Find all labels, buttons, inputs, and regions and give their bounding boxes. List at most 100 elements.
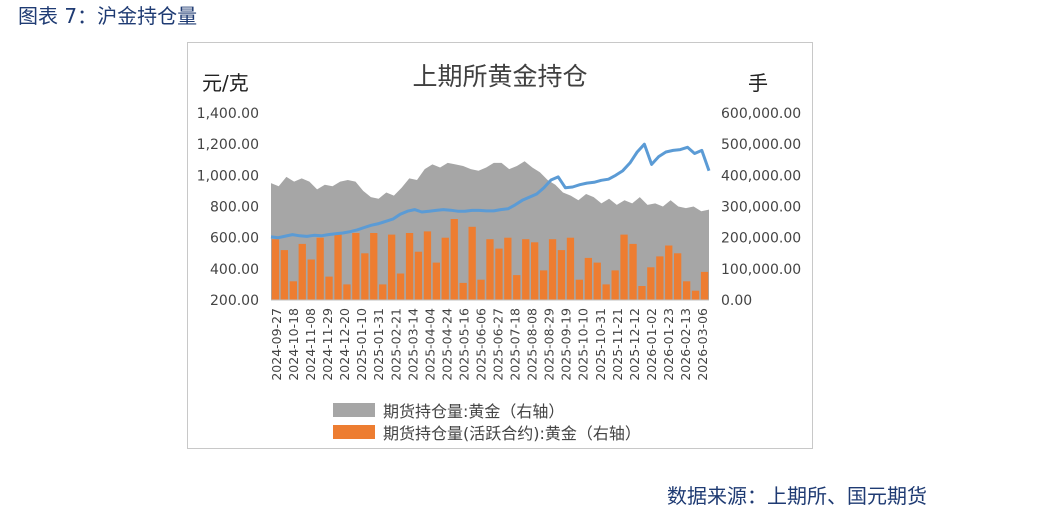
bar-active-contract: [379, 284, 387, 300]
x-axis-tick-label: 2025-11-21: [610, 308, 625, 381]
right-axis-tick-label: 500,000.00: [721, 137, 801, 153]
left-axis-tick-label: 1,200.00: [197, 137, 259, 153]
source-note: 数据来源：上期所、国元期货: [667, 484, 927, 508]
x-axis-tick-label: 2024-09-27: [269, 308, 284, 381]
x-axis-tick-label: 2025-12-12: [627, 308, 642, 381]
bar-active-contract: [298, 243, 306, 300]
x-axis-tick-label: 2025-10-10: [576, 308, 591, 381]
bar-active-contract: [423, 231, 432, 300]
right-axis-tick-label: 100,000.00: [721, 262, 801, 278]
bar-active-contract: [459, 282, 467, 300]
x-axis-tick-label: 2024-11-08: [303, 308, 318, 381]
series-line-price: [270, 142, 711, 240]
bar-active-contract: [468, 226, 476, 300]
bar-active-contract: [522, 239, 530, 300]
legend-swatch-active: [333, 425, 375, 439]
bar-active-contract: [700, 271, 709, 300]
bar-active-contract: [271, 239, 280, 300]
bar-active-contract: [289, 281, 297, 300]
bar-active-contract: [674, 253, 682, 301]
bar-active-contract: [361, 253, 369, 301]
bar-active-contract: [352, 233, 360, 300]
chart-title: 上期所黄金持仓: [412, 62, 588, 91]
left-axis-tick-label: 600.00: [210, 231, 259, 247]
left-axis-unit: 元/克: [202, 71, 249, 95]
bar-active-contract: [656, 256, 664, 300]
x-axis-tick-label: 2026-03-06: [695, 308, 710, 381]
bar-active-contract: [683, 281, 691, 300]
x-axis-tick-label: 2025-06-06: [474, 308, 489, 381]
bar-active-contract: [531, 242, 539, 300]
bar-active-contract: [593, 262, 601, 300]
x-axis-tick-label: 2024-10-18: [286, 308, 301, 381]
left-axis-tick-label: 800.00: [210, 200, 259, 216]
bar-active-contract: [307, 259, 315, 300]
bar-active-contract: [548, 239, 557, 300]
left-axis-tick-label: 400.00: [210, 262, 259, 278]
bar-active-contract: [513, 275, 521, 300]
right-axis-tick-label: 200,000.00: [721, 231, 801, 247]
x-axis-tick-label: 2025-08-08: [525, 308, 540, 381]
bar-active-contract: [557, 250, 566, 300]
bar-active-contract: [691, 290, 700, 300]
right-axis-tick-label: 400,000.00: [721, 168, 801, 184]
bar-active-contract: [620, 234, 628, 300]
bar-active-contract: [334, 233, 342, 300]
bar-active-contract: [611, 270, 619, 300]
legend-item-active-contract: 期货持仓量(活跃合约):黄金（右轴）: [333, 421, 641, 443]
right-axis-tick-label: 600,000.00: [721, 106, 801, 122]
bar-active-contract: [647, 267, 655, 300]
right-axis-unit: 手: [748, 71, 768, 95]
bar-active-contract: [316, 237, 324, 300]
bar-active-contract: [432, 262, 440, 300]
bar-active-contract: [602, 284, 610, 300]
legend-label-total: 期货持仓量:黄金（右轴）: [383, 402, 565, 421]
right-axis-tick-label: 300,000.00: [721, 200, 801, 216]
bar-active-contract: [638, 286, 646, 300]
x-axis-tick-label: 2026-01-02: [644, 308, 659, 381]
chart-panel: 上期所黄金持仓 元/克 手 200.00 400.00 600.00 800.00 1,…: [187, 42, 813, 449]
bar-active-contract: [540, 270, 548, 300]
x-axis-tick-label: 2025-04-04: [422, 308, 437, 381]
x-axis-tick-label: 2025-03-14: [405, 308, 420, 381]
figure-caption: 图表 7：沪金持仓量: [18, 4, 198, 28]
legend: 期货持仓量:黄金（右轴） 期货持仓量(活跃合约):黄金（右轴）: [333, 399, 641, 443]
bar-active-contract: [414, 251, 423, 300]
bar-active-contract: [441, 237, 449, 300]
x-axis-tick-label: 2026-01-23: [661, 308, 676, 381]
bar-active-contract: [396, 273, 405, 300]
bar-active-contract: [405, 233, 414, 300]
legend-item-total-open-interest: 期货持仓量:黄金（右轴）: [333, 399, 641, 421]
x-axis-tick-label: 2025-10-31: [593, 308, 608, 381]
bar-active-contract: [566, 237, 575, 300]
x-axis-tick-label: 2025-04-24: [439, 308, 454, 381]
bar-active-contract: [280, 250, 288, 300]
x-axis-tick-label: 2025-07-18: [508, 308, 523, 381]
bar-active-contract: [629, 243, 637, 300]
x-axis-tick-label: 2024-12-20: [337, 308, 352, 381]
bar-active-contract: [584, 257, 592, 300]
bar-active-contract: [388, 234, 396, 300]
bar-active-contract: [504, 237, 512, 300]
x-axis-tick-label: 2025-02-21: [388, 308, 403, 381]
legend-swatch-total: [333, 403, 375, 417]
x-axis-tick-label: 2025-09-19: [559, 308, 574, 381]
bar-active-contract: [477, 279, 485, 300]
plot-area: 200.00 400.00 600.00 800.00 1,000.00 1,200.00…: [197, 106, 802, 381]
left-axis-tick-label: 1,000.00: [197, 168, 259, 184]
x-axis-tick-label: 2025-06-27: [491, 308, 506, 381]
left-axis-tick-label: 1,400.00: [197, 106, 259, 122]
bar-active-contract: [486, 239, 494, 300]
x-axis-tick-label: 2024-11-29: [320, 308, 335, 381]
bar-active-contract: [575, 279, 583, 300]
left-axis-tick-label: 200.00: [210, 293, 259, 309]
x-axis-tick-label: 2026-02-13: [678, 308, 693, 381]
legend-label-active: 期货持仓量(活跃合约):黄金（右轴）: [383, 424, 641, 443]
right-axis-tick-label: 0.00: [721, 293, 752, 309]
bar-active-contract: [370, 233, 378, 300]
x-axis-tick-label: 2025-08-29: [542, 308, 557, 381]
bar-active-contract: [343, 284, 351, 300]
bar-active-contract: [665, 245, 673, 300]
x-axis-tick-label: 2025-05-16: [456, 308, 471, 381]
x-axis-tick-label: 2025-01-31: [371, 308, 386, 381]
